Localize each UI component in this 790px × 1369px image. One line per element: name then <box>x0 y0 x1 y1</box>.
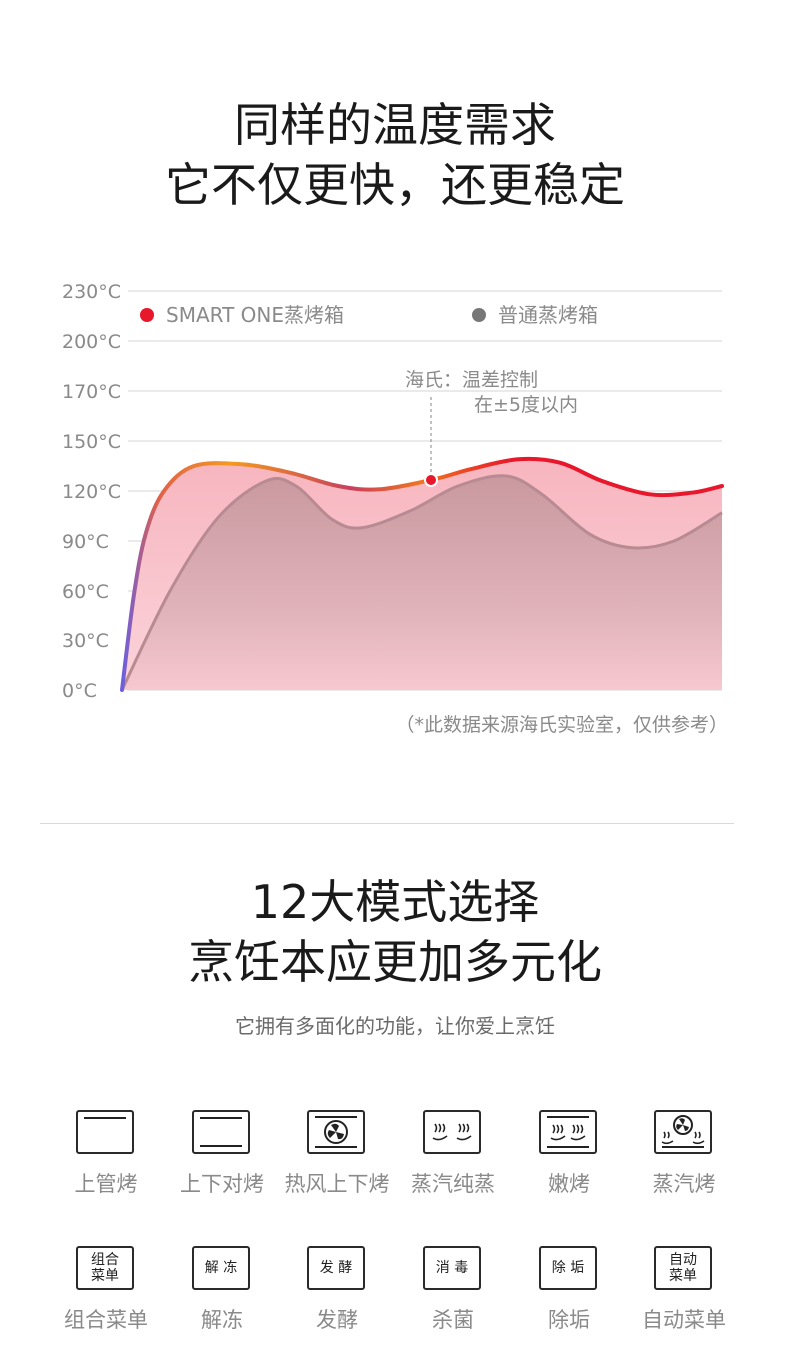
steam-roast-icon <box>654 1110 712 1154</box>
y-axis-ticks: 230°C 200°C 170°C 150°C 120°C 90°C 60°C 30°C 0°C <box>62 281 121 702</box>
normal-oven-line <box>120 474 723 691</box>
legend-label-smart-one: SMART ONE蒸烤箱 <box>166 303 344 327</box>
section-title-stability: 同样的温度需求 它不仅更快，还更稳定 <box>0 95 790 215</box>
fan-heat-icon <box>307 1110 365 1154</box>
icon-text: 除 垢 <box>551 1260 585 1276</box>
icon-text: 自动 <box>669 1252 697 1268</box>
y-tick-label: 90°C <box>62 531 109 553</box>
temperature-chart: 230°C 200°C 170°C 150°C 120°C 90°C 60°C 30°C 0°C… <box>62 281 724 702</box>
mode-label: 蒸汽纯蒸 <box>411 1172 495 1196</box>
legend-label-normal: 普通蒸烤箱 <box>498 303 598 327</box>
top-bottom-heat-icon <box>192 1110 250 1154</box>
mode-label: 热风上下烤 <box>284 1172 390 1196</box>
mode-label: 嫩烤 <box>548 1172 590 1196</box>
auto-menu-icon: 自动 菜单 <box>654 1246 712 1290</box>
mode-label: 上下对烤 <box>180 1172 264 1196</box>
mode-label: 解冻 <box>201 1308 243 1332</box>
legend-marker-normal <box>472 308 486 322</box>
mode-label: 自动菜单 <box>642 1308 726 1332</box>
legend-marker-smart-one <box>140 308 154 322</box>
modes-subtitle: 它拥有多面化的功能，让你爱上烹饪 <box>235 1014 555 1038</box>
section-divider <box>40 823 734 824</box>
y-tick-label: 30°C <box>62 630 109 652</box>
combo-menu-icon: 组合 菜单 <box>76 1246 134 1290</box>
annotation-line-1: 海氏：温差控制 <box>405 369 538 391</box>
mode-label: 发酵 <box>316 1308 358 1332</box>
tender-roast-icon <box>539 1110 597 1154</box>
y-tick-label: 200°C <box>62 331 121 353</box>
y-tick-label: 170°C <box>62 381 121 403</box>
modes-title-line-2: 烹饪本应更加多元化 <box>188 935 602 989</box>
y-tick-label: 120°C <box>62 481 121 503</box>
mode-label: 除垢 <box>548 1308 590 1332</box>
y-tick-label: 0°C <box>62 680 97 702</box>
icon-text: 组合 <box>91 1252 119 1268</box>
annotation-line-2: 在±5度以内 <box>474 394 578 416</box>
mode-label: 组合菜单 <box>64 1308 148 1332</box>
icon-text: 消 毒 <box>435 1260 469 1276</box>
mode-label: 上管烤 <box>74 1172 138 1196</box>
smart-one-line <box>120 456 724 692</box>
ferment-icon: 发 酵 <box>307 1246 365 1290</box>
y-tick-label: 150°C <box>62 431 121 453</box>
mode-label: 杀菌 <box>432 1308 474 1332</box>
modes-title-line-1: 12大模式选择 <box>250 875 540 929</box>
title-line-1: 同样的温度需求 <box>234 98 556 152</box>
title-line-2: 它不仅更快，还更稳定 <box>165 158 625 212</box>
defrost-icon: 解 冻 <box>192 1246 250 1290</box>
top-heat-icon <box>76 1110 134 1154</box>
pure-steam-icon <box>423 1110 481 1154</box>
area-layer <box>120 456 724 692</box>
y-tick-label: 230°C <box>62 281 121 303</box>
icon-text: 菜单 <box>91 1268 119 1284</box>
normal-oven-area <box>122 475 722 690</box>
annotation: 海氏：温差控制 在±5度以内 <box>405 369 578 487</box>
icon-text: 解 冻 <box>204 1260 238 1276</box>
y-tick-label: 60°C <box>62 581 109 603</box>
annotation-point <box>424 473 438 487</box>
legend: SMART ONE蒸烤箱 普通蒸烤箱 <box>140 303 598 327</box>
descale-icon: 除 垢 <box>539 1246 597 1290</box>
data-source-note: （*此数据来源海氏实验室，仅供参考） <box>395 714 728 736</box>
icon-text: 发 酵 <box>319 1260 353 1276</box>
section-title-modes: 12大模式选择 烹饪本应更加多元化 <box>0 872 790 992</box>
icon-text: 菜单 <box>669 1268 697 1284</box>
sterilize-icon: 消 毒 <box>423 1246 481 1290</box>
mode-label: 蒸汽烤 <box>652 1172 716 1196</box>
